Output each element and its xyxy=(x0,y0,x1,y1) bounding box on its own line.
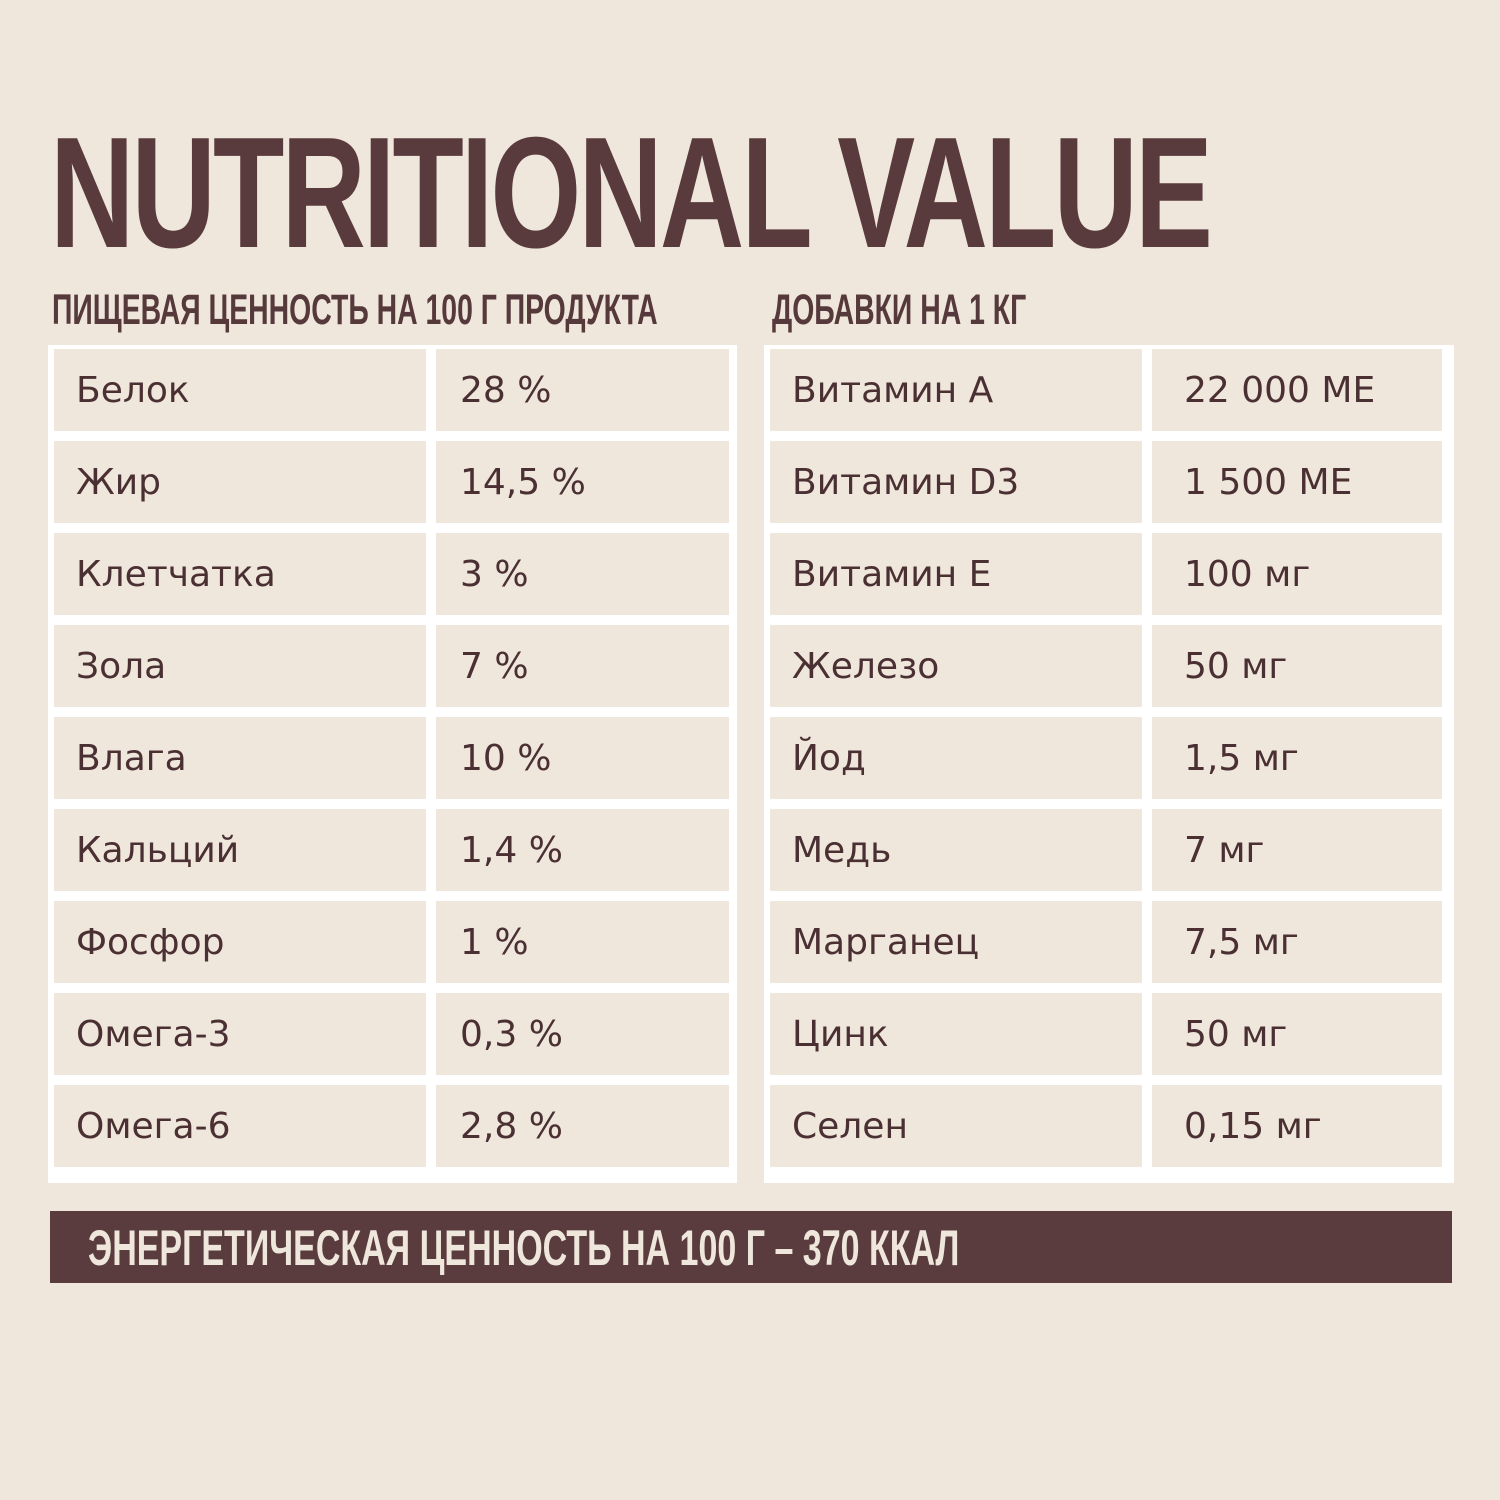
table-row: Кальций 1,4 % xyxy=(54,809,731,891)
nutrient-value: 2,8 % xyxy=(436,1085,729,1167)
additive-name: Витамин D3 xyxy=(770,441,1142,523)
table-row: Витамин А 22 000 МЕ xyxy=(770,349,1448,431)
nutrient-value: 28 % xyxy=(436,349,729,431)
table-row: Йод 1,5 мг xyxy=(770,717,1448,799)
table-row: Омега-6 2,8 % xyxy=(54,1085,731,1167)
additives-table: Витамин А 22 000 МЕ Витамин D3 1 500 МЕ … xyxy=(764,345,1454,1183)
additive-name: Витамин А xyxy=(770,349,1142,431)
energy-text: ЭНЕРГЕТИЧЕСКАЯ ЦЕННОСТЬ НА 100 Г – 370 К… xyxy=(88,1220,960,1276)
nutrient-name: Омега-3 xyxy=(54,993,426,1075)
energy-banner: ЭНЕРГЕТИЧЕСКАЯ ЦЕННОСТЬ НА 100 Г – 370 К… xyxy=(50,1211,1452,1283)
nutrient-value: 0,3 % xyxy=(436,993,729,1075)
additive-value: 7,5 мг xyxy=(1152,901,1442,983)
table-row: Омега-3 0,3 % xyxy=(54,993,731,1075)
additive-value: 50 мг xyxy=(1152,993,1442,1075)
table-row: Фосфор 1 % xyxy=(54,901,731,983)
nutrient-name: Влага xyxy=(54,717,426,799)
additive-value: 7 мг xyxy=(1152,809,1442,891)
nutrient-name: Жир xyxy=(54,441,426,523)
nutrient-name: Омега-6 xyxy=(54,1085,426,1167)
additive-value: 22 000 МЕ xyxy=(1152,349,1442,431)
additive-value: 0,15 мг xyxy=(1152,1085,1442,1167)
additive-name: Железо xyxy=(770,625,1142,707)
nutrient-value: 10 % xyxy=(436,717,729,799)
additives-heading: ДОБАВКИ НА 1 КГ xyxy=(772,286,1027,334)
table-row: Марганец 7,5 мг xyxy=(770,901,1448,983)
nutrient-name: Кальций xyxy=(54,809,426,891)
table-row: Селен 0,15 мг xyxy=(770,1085,1448,1167)
nutrient-name: Клетчатка xyxy=(54,533,426,615)
additive-value: 50 мг xyxy=(1152,625,1442,707)
nutrient-value: 7 % xyxy=(436,625,729,707)
additive-value: 1,5 мг xyxy=(1152,717,1442,799)
table-row: Жир 14,5 % xyxy=(54,441,731,523)
nutrient-name: Зола xyxy=(54,625,426,707)
additive-name: Медь xyxy=(770,809,1142,891)
nutrition-heading: ПИЩЕВАЯ ЦЕННОСТЬ НА 100 Г ПРОДУКТА xyxy=(52,286,658,334)
additive-value: 1 500 МЕ xyxy=(1152,441,1442,523)
table-row: Белок 28 % xyxy=(54,349,731,431)
table-row: Витамин Е 100 мг xyxy=(770,533,1448,615)
additive-name: Йод xyxy=(770,717,1142,799)
nutrient-name: Белок xyxy=(54,349,426,431)
nutrient-value: 14,5 % xyxy=(436,441,729,523)
additive-name: Витамин Е xyxy=(770,533,1142,615)
table-row: Витамин D3 1 500 МЕ xyxy=(770,441,1448,523)
nutrition-table: Белок 28 % Жир 14,5 % Клетчатка 3 % Зола… xyxy=(48,345,737,1183)
nutrient-value: 1 % xyxy=(436,901,729,983)
additive-name: Цинк xyxy=(770,993,1142,1075)
nutrient-value: 3 % xyxy=(436,533,729,615)
table-row: Зола 7 % xyxy=(54,625,731,707)
table-row: Цинк 50 мг xyxy=(770,993,1448,1075)
additive-name: Селен xyxy=(770,1085,1142,1167)
additive-name: Марганец xyxy=(770,901,1142,983)
table-row: Влага 10 % xyxy=(54,717,731,799)
nutrient-value: 1,4 % xyxy=(436,809,729,891)
table-row: Железо 50 мг xyxy=(770,625,1448,707)
additive-value: 100 мг xyxy=(1152,533,1442,615)
table-row: Медь 7 мг xyxy=(770,809,1448,891)
table-row: Клетчатка 3 % xyxy=(54,533,731,615)
page-title: NUTRITIONAL VALUE xyxy=(50,105,1213,281)
nutrient-name: Фосфор xyxy=(54,901,426,983)
